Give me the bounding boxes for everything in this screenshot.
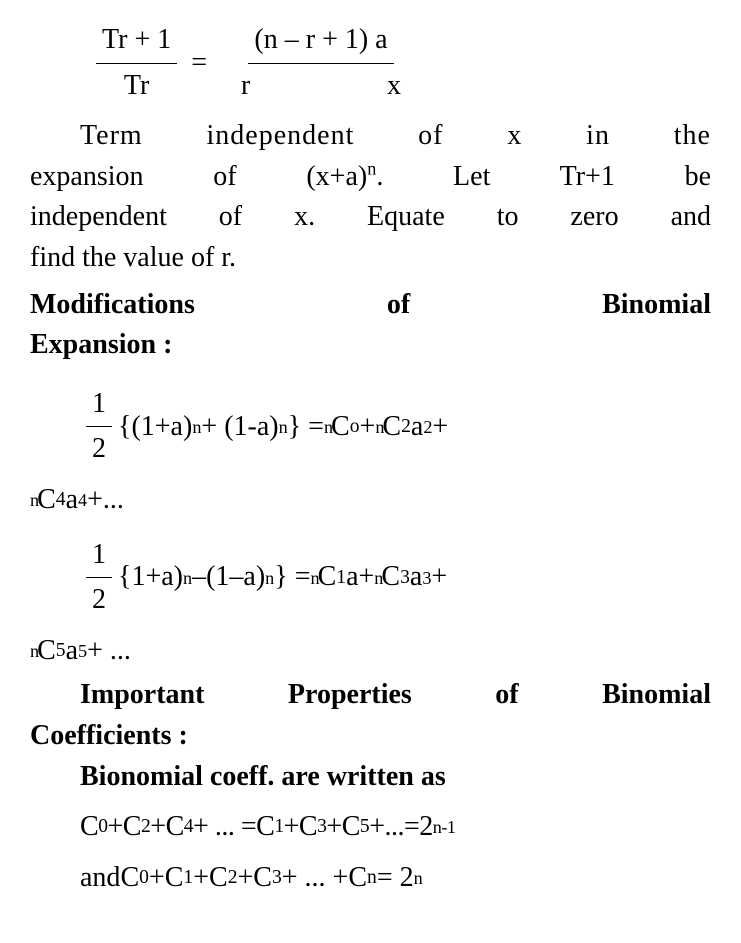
rhs-den-x: x bbox=[387, 66, 401, 107]
c1: C bbox=[318, 557, 337, 598]
h1-b: of bbox=[387, 285, 410, 326]
half-den-2: 2 bbox=[86, 578, 112, 621]
e4-c5: C bbox=[342, 807, 360, 848]
e4-c1: C bbox=[256, 807, 274, 848]
c5: C bbox=[37, 631, 56, 672]
para1-line2: expansion of (x+a)n. Let Tr+1 be bbox=[30, 157, 711, 198]
eq3-mid: –(1–a) bbox=[192, 557, 265, 598]
eq-coeff-even-odd: C0 + C2 + C4 + ... = C1 + C3 + C5 +...=2… bbox=[80, 807, 711, 848]
c5-a: a bbox=[66, 631, 78, 672]
c2: C bbox=[382, 407, 401, 448]
c4-end: +... bbox=[87, 480, 124, 521]
e5-cn: C bbox=[348, 858, 367, 899]
c4: C bbox=[37, 480, 56, 521]
c5-end: + ... bbox=[87, 631, 131, 672]
e4-c3: C bbox=[299, 807, 317, 848]
eq-odd-terms-cont: nC5 a5 + ... bbox=[30, 631, 711, 672]
e5-c2: C bbox=[209, 858, 228, 899]
eq-even-terms-cont: nC4 a4 +... bbox=[30, 480, 711, 521]
para1-line4: find the value of r. bbox=[30, 238, 711, 279]
eq3-close: } = bbox=[274, 557, 310, 598]
heading-coeff-written: Bionomial coeff. are written as bbox=[30, 757, 711, 798]
eq3-a3: a bbox=[410, 557, 422, 598]
heading-modifications: Modifications of Binomial bbox=[30, 285, 711, 326]
c0: C bbox=[331, 407, 350, 448]
e5-c0: C bbox=[120, 858, 139, 899]
e5-c3: C bbox=[253, 858, 272, 899]
rhs-fraction: (n – r + 1) a r x bbox=[221, 20, 421, 106]
e5-p2: + bbox=[193, 858, 209, 899]
e5-end: = 2 bbox=[377, 858, 414, 899]
e4-eqdots: +...=2 bbox=[369, 807, 433, 848]
p1b-sup: n bbox=[367, 158, 376, 178]
eq2-body: {(1+a) bbox=[118, 407, 192, 448]
p1b-text: expansion of (x+a) bbox=[30, 161, 367, 192]
para-independent-term: Term independent of x in the expansion o… bbox=[30, 116, 711, 278]
eq3-plus2: + bbox=[431, 557, 447, 598]
eq-coeff-sum: and C0 + C1 + C2 + C3 + ... + Cn = 2n bbox=[80, 858, 711, 899]
rhs-den-r: r bbox=[241, 66, 250, 107]
eq3-plus1: + bbox=[359, 557, 375, 598]
rhs-den: r x bbox=[221, 64, 421, 107]
h1-a: Modifications bbox=[30, 285, 195, 326]
heading-modifications-line2: Expansion : bbox=[30, 325, 711, 366]
equals: = bbox=[191, 43, 207, 84]
lhs-den: Tr bbox=[118, 64, 155, 107]
eq3-body: {1+a) bbox=[118, 557, 183, 598]
eq2-close: } = bbox=[288, 407, 324, 448]
c4-a: a bbox=[66, 480, 78, 521]
eq2-plus1: + bbox=[360, 407, 376, 448]
e4-p2: + bbox=[150, 807, 165, 848]
e4-c2: C bbox=[123, 807, 141, 848]
eq-odd-terms: 1 2 {1+a)n –(1–a)n } = nC1a + nC3 a3 + bbox=[80, 535, 711, 621]
eq2-plus2: + bbox=[432, 407, 448, 448]
half-den: 2 bbox=[86, 427, 112, 470]
h1-c: Binomial bbox=[602, 285, 711, 326]
e5-c1: C bbox=[165, 858, 184, 899]
lhs-num: Tr + 1 bbox=[96, 20, 177, 64]
ratio-equation: Tr + 1 Tr = (n – r + 1) a r x bbox=[90, 20, 711, 106]
rhs-num: (n – r + 1) a bbox=[248, 20, 393, 64]
c3: C bbox=[381, 557, 400, 598]
heading-properties-line1: Important Properties of Binomial bbox=[30, 675, 711, 716]
e4-c4: C bbox=[166, 807, 184, 848]
heading-properties-line2: Coefficients : bbox=[30, 716, 711, 757]
e5-p3: + bbox=[237, 858, 253, 899]
e4-p1: + bbox=[107, 807, 122, 848]
p1b-after: . Let Tr+1 be bbox=[376, 161, 711, 192]
half-frac: 1 2 bbox=[86, 384, 112, 470]
eq2-a2: a bbox=[411, 407, 423, 448]
e4-c0: C bbox=[80, 807, 98, 848]
half-num: 1 bbox=[86, 384, 112, 428]
eq2-mid: + (1-a) bbox=[201, 407, 278, 448]
lhs-fraction: Tr + 1 Tr bbox=[96, 20, 177, 106]
e4-dots: + ... = bbox=[193, 807, 256, 848]
e5-and: and bbox=[80, 858, 120, 899]
half-frac-2: 1 2 bbox=[86, 535, 112, 621]
eq-even-terms: 1 2 {(1+a)n + (1-a)n } = nCo + nC2 a2 + bbox=[80, 384, 711, 470]
c1-a: a bbox=[346, 557, 358, 598]
half-num-2: 1 bbox=[86, 535, 112, 579]
para1-line3: independent of x. Equate to zero and bbox=[30, 197, 711, 238]
e5-p1: + bbox=[149, 858, 165, 899]
para1-line1: Term independent of x in the bbox=[30, 116, 711, 157]
